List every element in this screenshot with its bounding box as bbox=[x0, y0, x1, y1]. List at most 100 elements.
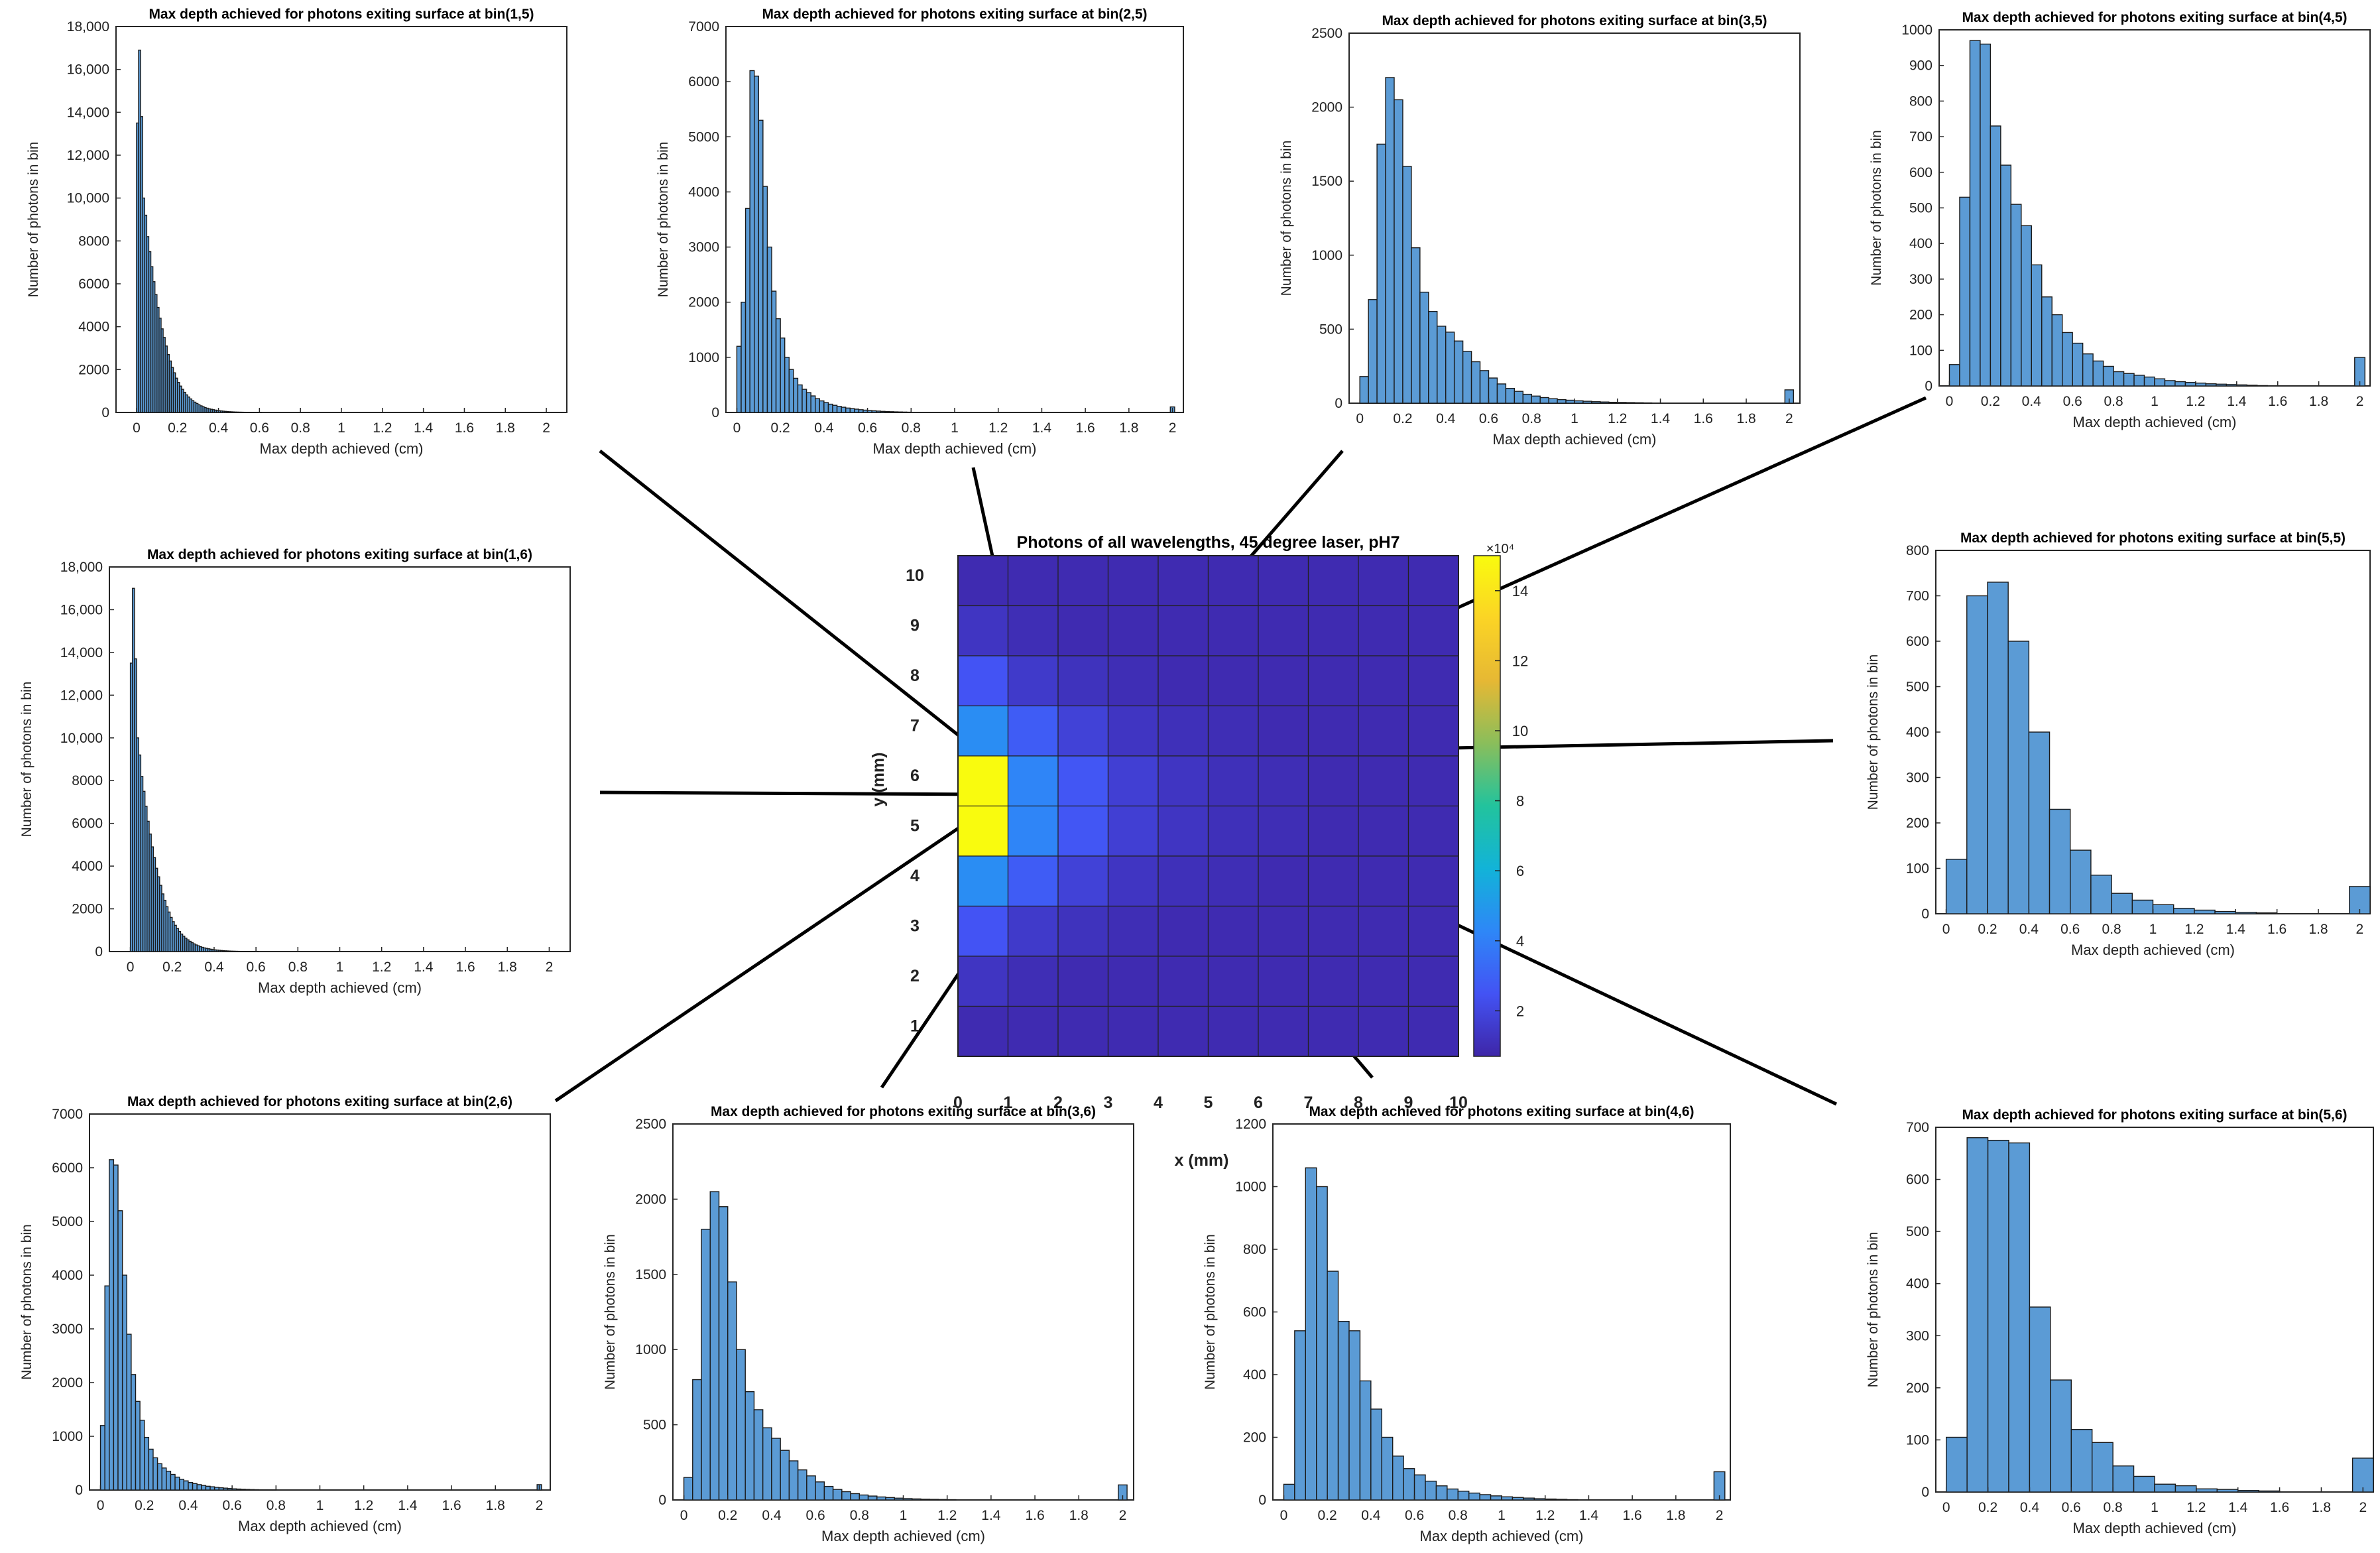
histogram-bar bbox=[876, 410, 881, 413]
histogram-x-tick: 1.6 bbox=[1025, 1508, 1044, 1523]
heatmap-cell bbox=[1207, 605, 1259, 656]
histogram-bar bbox=[754, 76, 759, 413]
histogram-bar bbox=[1479, 370, 1490, 404]
histogram-x-tick: 0.6 bbox=[858, 420, 877, 436]
histogram-axes-frame bbox=[89, 1113, 551, 1491]
histogram-title: Max depth achieved for photons exiting s… bbox=[149, 7, 534, 22]
histogram-panel-2: 0 0.2 0.4 0.6 0.8 1 1.2 1.4 1.6 1.8 2 0 1000 2000 3000… bbox=[656, 7, 1184, 457]
heatmap-cell bbox=[1207, 1005, 1259, 1057]
histogram-y-tick: 18,000 bbox=[60, 560, 103, 575]
histogram-y-tick: 6000 bbox=[52, 1160, 83, 1176]
histogram-x-tick: 0.6 bbox=[1405, 1508, 1424, 1523]
histogram-bar bbox=[196, 1484, 202, 1491]
histogram-x-tick: 1.8 bbox=[496, 420, 515, 436]
histogram-ylabel: Number of photons in bin bbox=[656, 142, 671, 298]
heatmap-cell bbox=[1207, 705, 1259, 757]
histogram-bar bbox=[183, 1480, 189, 1491]
heatmap-cell bbox=[1207, 805, 1259, 857]
histogram-y-tick: 4000 bbox=[52, 1268, 83, 1283]
histogram-bar bbox=[1514, 391, 1523, 404]
histogram-y-tick: 500 bbox=[643, 1418, 666, 1433]
histogram-bar bbox=[2070, 849, 2092, 914]
histogram-x-tick: 1.6 bbox=[2267, 922, 2287, 937]
histogram-x-tick: 1.2 bbox=[1535, 1508, 1555, 1523]
histogram-y-tick: 2000 bbox=[52, 1375, 83, 1391]
histogram-x-tick: 0.8 bbox=[2102, 922, 2121, 937]
colorbar-tick: 14 bbox=[1512, 583, 1528, 599]
histogram-panel-9: 0 0.2 0.4 0.6 0.8 1 1.2 1.4 1.6 1.8 2 0 200 400 600 800… bbox=[1203, 1104, 1731, 1544]
heatmap-cell bbox=[1358, 956, 1409, 1007]
histogram-y-tick: 3000 bbox=[52, 1322, 83, 1337]
colorbar-tick: 2 bbox=[1516, 1003, 1524, 1019]
histogram-bar bbox=[1359, 1380, 1372, 1501]
histogram-bar bbox=[1531, 395, 1541, 404]
histogram-bar bbox=[2049, 808, 2071, 914]
histogram-x-tick: 0.8 bbox=[267, 1498, 286, 1513]
histogram-bar bbox=[205, 1485, 211, 1491]
histogram-y-tick: 8000 bbox=[78, 233, 109, 249]
histogram-bar bbox=[744, 1391, 755, 1501]
histogram-bar bbox=[736, 345, 742, 413]
heatmap-cell bbox=[1258, 555, 1309, 607]
histogram-x-tick: 0 bbox=[733, 420, 741, 436]
histogram-x-tick: 0.4 bbox=[178, 1498, 198, 1513]
histogram-y-tick: 700 bbox=[1906, 1120, 1929, 1135]
histogram-bar bbox=[744, 208, 750, 413]
histogram-bar bbox=[762, 1427, 772, 1501]
histogram-axes-frame bbox=[115, 26, 567, 413]
histogram-x-tick: 0.6 bbox=[247, 960, 266, 975]
histogram-y-tick: 1000 bbox=[1311, 248, 1342, 263]
histogram-y-tick: 500 bbox=[1906, 1224, 1929, 1239]
histogram-panel-1: 0 0.2 0.4 0.6 0.8 1 1.2 1.4 1.6 1.8 2 0 2000 4000 6000… bbox=[26, 7, 567, 457]
histogram-bar bbox=[784, 357, 790, 413]
histogram-bar bbox=[2133, 1475, 2155, 1493]
histogram-x-tick: 1.4 bbox=[1651, 411, 1671, 426]
histogram-bar bbox=[2172, 908, 2195, 914]
histogram-bar bbox=[227, 1488, 233, 1491]
histogram-x-tick: 1.6 bbox=[455, 960, 475, 975]
connector-arrow-7 bbox=[554, 777, 1033, 1103]
histogram-x-tick: 2 bbox=[2359, 1500, 2367, 1515]
heatmap-cell bbox=[1407, 705, 1459, 757]
histogram-bar bbox=[2184, 381, 2196, 387]
histogram-y-tick: 1000 bbox=[52, 1429, 83, 1444]
histogram-bar bbox=[117, 1210, 123, 1491]
histogram-y-tick: 300 bbox=[1909, 272, 1933, 287]
histogram-y-tick: 1000 bbox=[688, 350, 719, 365]
histogram-x-tick: 2 bbox=[546, 960, 554, 975]
histogram-bar bbox=[2236, 384, 2247, 387]
heatmap-cell bbox=[1307, 905, 1359, 957]
heatmap-x-tick: 9 bbox=[1404, 1093, 1413, 1112]
heatmap-cell bbox=[1158, 555, 1209, 607]
histogram-bar bbox=[1948, 364, 1960, 387]
histogram-xlabel: Max depth achieved (cm) bbox=[2073, 1520, 2237, 1536]
histogram-bar bbox=[1512, 1497, 1524, 1501]
histogram-bar bbox=[863, 409, 868, 413]
heatmap-cell bbox=[1407, 755, 1459, 807]
histogram-bar bbox=[836, 406, 842, 413]
histogram-bar bbox=[1457, 1491, 1470, 1501]
histogram-bar bbox=[201, 1485, 207, 1491]
heatmap-x-tick: 10 bbox=[1449, 1093, 1468, 1112]
histogram-x-tick: 1.4 bbox=[414, 420, 434, 436]
histogram-bar bbox=[218, 1487, 224, 1491]
histogram-ylabel: Number of photons in bin bbox=[603, 1234, 618, 1390]
histogram-ylabel: Number of photons in bin bbox=[19, 1224, 34, 1380]
histogram-bar bbox=[810, 395, 816, 413]
histogram-bar bbox=[832, 1489, 843, 1501]
heatmap-cell bbox=[1107, 956, 1159, 1007]
histogram-xlabel: Max depth achieved (cm) bbox=[258, 979, 422, 996]
histogram-x-tick: 0.4 bbox=[2022, 394, 2042, 409]
histogram-bar bbox=[885, 1497, 895, 1501]
heatmap-cell bbox=[1307, 655, 1359, 707]
histogram-bar bbox=[1403, 1468, 1415, 1501]
heatmap-cell bbox=[1407, 605, 1459, 656]
histogram-x-tick: 1 bbox=[1571, 411, 1578, 426]
heatmap-cell bbox=[1107, 1005, 1159, 1057]
heatmap-cell bbox=[1107, 555, 1159, 607]
heatmap-cell bbox=[1107, 605, 1159, 656]
histogram-y-tick: 1200 bbox=[1235, 1117, 1266, 1132]
histogram-y-tick: 12,000 bbox=[67, 148, 109, 163]
histogram-bar bbox=[1370, 1408, 1382, 1501]
